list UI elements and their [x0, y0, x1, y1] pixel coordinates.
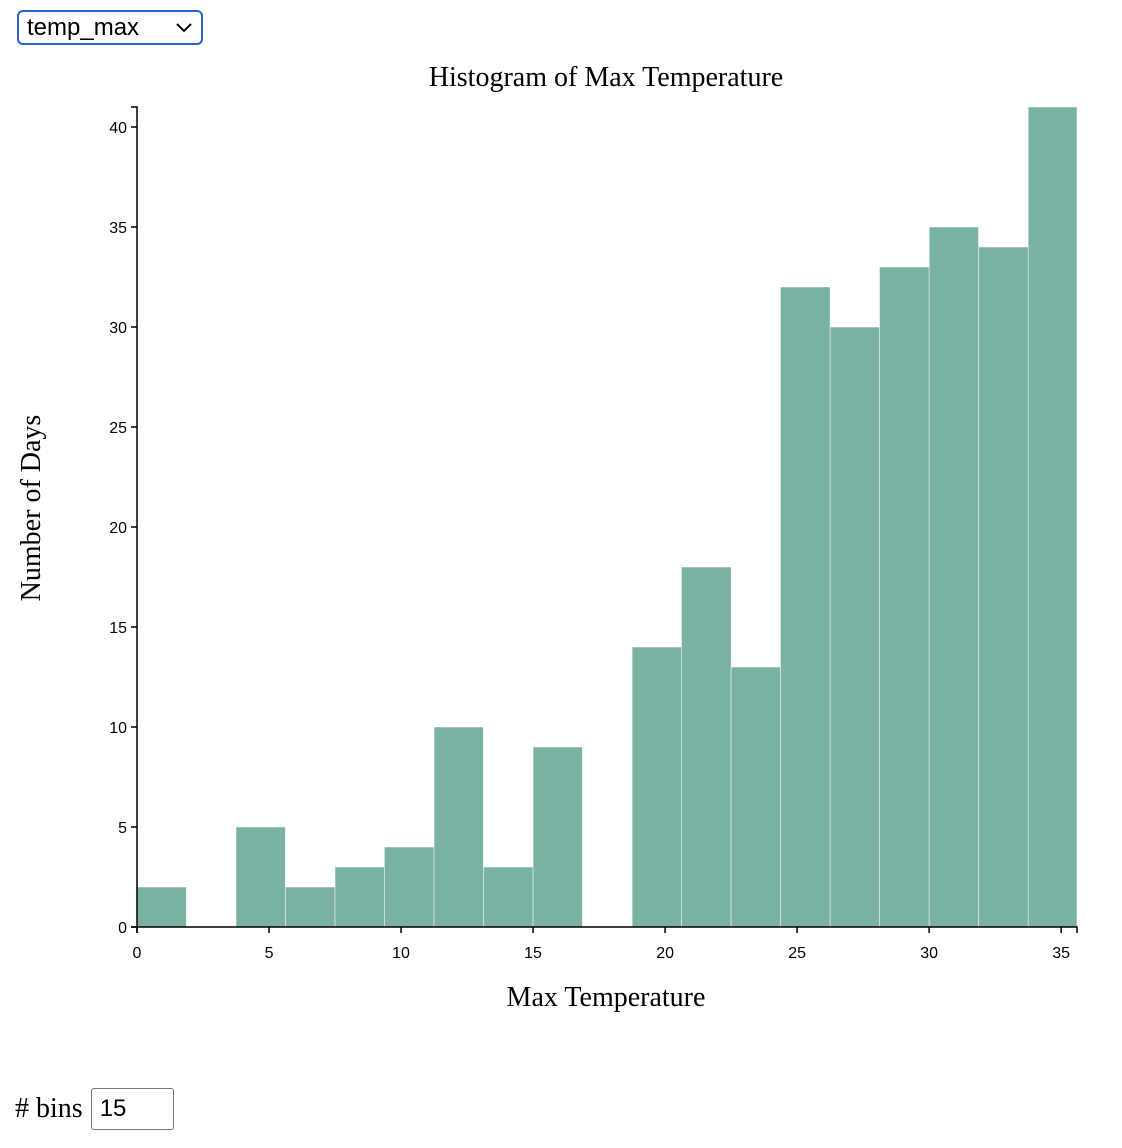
x-tick-label: 5 [265, 945, 274, 962]
y-axis: 0 5 10 15 20 25 30 35 40 [109, 106, 138, 937]
histogram-bar-10 [631, 646, 682, 928]
x-axis-line [136, 926, 1078, 933]
histogram-bar-4 [334, 866, 385, 928]
y-axis-title: Number of Days [16, 415, 47, 602]
histogram-bar-18 [1027, 106, 1078, 928]
x-axis: 0 5 10 15 20 25 30 35 [133, 926, 1078, 962]
x-tick-label: 20 [656, 945, 674, 962]
histogram-bar-16 [928, 226, 979, 928]
histogram-bar-0 [136, 886, 187, 928]
y-tick-label: 40 [109, 120, 127, 137]
y-tick-label: 15 [109, 620, 127, 637]
y-tick-label: 20 [109, 520, 127, 537]
y-axis-line [131, 106, 138, 928]
bins-control: # bins [15, 1087, 174, 1131]
x-axis-title: Max Temperature [507, 982, 706, 1013]
histogram-bar-7 [483, 866, 534, 928]
histogram-bar-14 [829, 326, 880, 928]
histogram-bar-12 [730, 666, 781, 928]
y-tick-label: 5 [118, 820, 127, 837]
metric-select-value: temp_max [27, 13, 140, 41]
x-tick-label: 10 [392, 945, 410, 962]
chevron-down-icon [176, 22, 192, 32]
histogram-bar-8 [532, 746, 583, 928]
histogram-bar-3 [285, 886, 336, 928]
bars-group [136, 106, 1078, 928]
x-tick-label: 35 [1052, 945, 1070, 962]
histogram-bar-15 [879, 266, 930, 928]
y-tick-label: 35 [109, 220, 127, 237]
histogram-bar-11 [681, 566, 732, 928]
y-tick-label: 30 [109, 320, 127, 337]
x-tick-label: 0 [133, 945, 142, 962]
y-tick-label: 25 [109, 420, 127, 437]
chart-title: Histogram of Max Temperature [429, 62, 783, 93]
x-tick-label: 15 [524, 945, 542, 962]
histogram-bar-17 [978, 246, 1029, 928]
histogram-bar-13 [780, 286, 831, 928]
histogram-bar-5 [384, 846, 435, 928]
histogram-bar-2 [235, 826, 286, 928]
bins-input[interactable] [90, 1088, 174, 1130]
y-tick-label: 0 [118, 920, 127, 937]
x-tick-label: 25 [788, 945, 806, 962]
x-tick-label: 30 [920, 945, 938, 962]
metric-select[interactable]: temp_max [17, 10, 203, 45]
y-tick-label: 10 [109, 720, 127, 737]
histogram-bar-6 [433, 726, 484, 928]
bins-label: # bins [15, 1093, 83, 1124]
